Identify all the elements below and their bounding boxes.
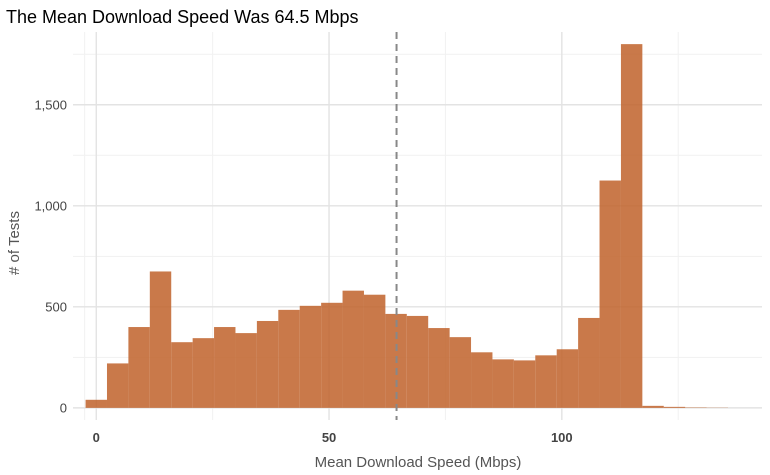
histogram-bar — [256, 320, 279, 408]
histogram-bar — [363, 294, 386, 408]
histogram-bar — [321, 302, 343, 408]
histogram-bar — [171, 342, 193, 408]
histogram-bar — [428, 328, 450, 408]
histogram-bar — [535, 355, 557, 408]
histogram-bar — [471, 352, 493, 408]
histogram-bar — [192, 338, 215, 408]
histogram-bar — [513, 360, 536, 408]
histogram-bar — [642, 405, 664, 408]
histogram-bar — [556, 349, 579, 408]
histogram-bar — [663, 406, 686, 408]
chart-title: The Mean Download Speed Was 64.5 Mbps — [6, 7, 359, 27]
histogram-bars — [85, 44, 729, 408]
histogram-bar — [235, 333, 257, 408]
x-tick-label: 50 — [322, 430, 336, 445]
y-tick-label: 1,000 — [34, 198, 67, 213]
histogram-bar — [214, 327, 236, 408]
y-tick-label: 500 — [45, 299, 67, 314]
histogram-bar — [578, 317, 600, 408]
y-tick-label: 1,500 — [34, 97, 67, 112]
histogram-bar — [278, 309, 300, 408]
x-axis-label: Mean Download Speed (Mbps) — [315, 454, 522, 471]
histogram-bar — [128, 327, 150, 408]
x-tick-label: 0 — [93, 430, 100, 445]
y-axis-label: # of Tests — [6, 211, 23, 275]
histogram-bar — [149, 271, 172, 408]
y-axis-ticks: 0 500 1,000 1,500 — [34, 97, 67, 415]
histogram-bar — [620, 44, 643, 408]
histogram-bar — [85, 399, 107, 408]
histogram-bar — [342, 290, 364, 408]
histogram-bar — [106, 363, 129, 408]
x-tick-label: 100 — [551, 430, 573, 445]
histogram-bar — [492, 359, 514, 408]
x-axis-ticks: 0 50 100 — [93, 430, 573, 445]
minor-gridlines — [73, 32, 762, 420]
histogram-bar — [449, 337, 472, 408]
histogram-bar — [299, 305, 322, 408]
histogram-bar — [599, 180, 621, 408]
y-tick-label: 0 — [60, 400, 67, 415]
histogram-bar — [406, 315, 429, 408]
